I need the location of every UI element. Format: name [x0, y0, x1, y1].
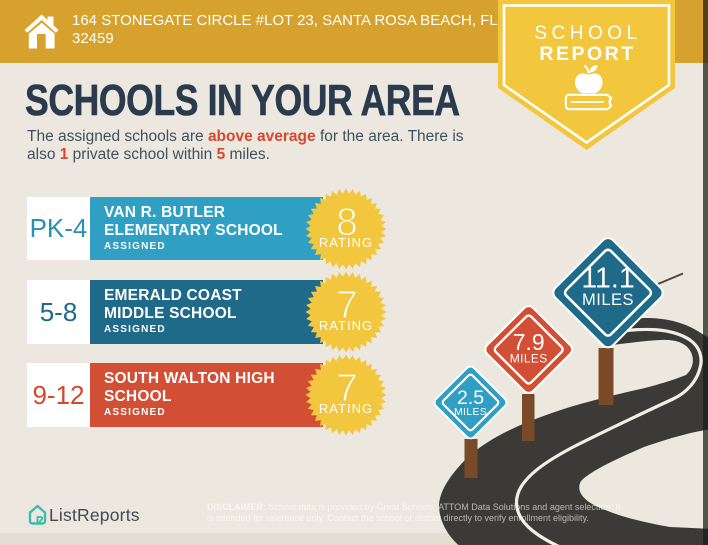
svg-text:MILES: MILES	[582, 291, 634, 309]
svg-text:SCHOOL: SCHOOL	[534, 23, 641, 44]
svg-text:REPORT: REPORT	[539, 43, 635, 65]
svg-text:MILES: MILES	[510, 352, 548, 366]
svg-text:7.9: 7.9	[513, 329, 545, 355]
svg-text:RATING: RATING	[319, 401, 373, 416]
svg-text:7: 7	[336, 284, 358, 327]
svg-text:MILES: MILES	[454, 406, 487, 418]
svg-text:11.1: 11.1	[581, 263, 634, 295]
svg-text:7: 7	[336, 367, 358, 410]
svg-text:RATING: RATING	[319, 235, 373, 250]
svg-text:8: 8	[336, 201, 358, 244]
svg-text:RATING: RATING	[319, 318, 373, 333]
svg-text:2.5: 2.5	[457, 387, 484, 409]
